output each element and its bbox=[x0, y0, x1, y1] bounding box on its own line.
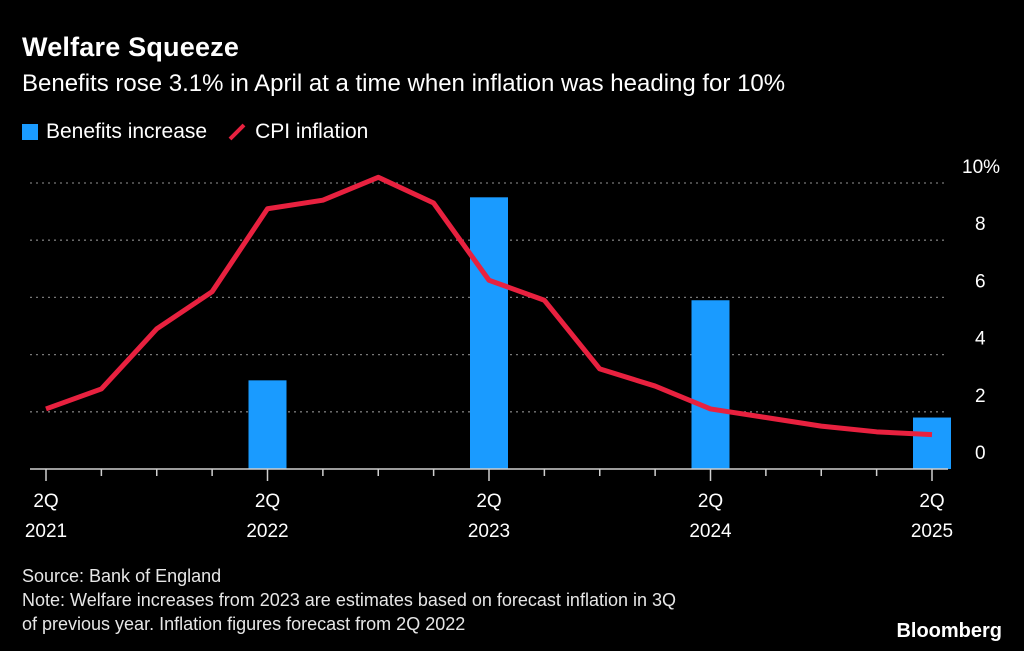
x-tick-label-quarter: 2Q bbox=[33, 491, 58, 512]
y-tick-label: 8 bbox=[975, 214, 986, 235]
footnote-line-2: of previous year. Inflation figures fore… bbox=[22, 614, 466, 634]
y-tick-label: 10% bbox=[962, 157, 1000, 178]
x-tick-labels: 2Q 2021 2Q 2022 2Q 2023 2Q 2024 2Q 2025 bbox=[25, 491, 953, 542]
x-tick-label-year: 2024 bbox=[689, 521, 732, 542]
y-tick-label: 4 bbox=[975, 329, 986, 350]
x-tick-label-year: 2022 bbox=[246, 521, 288, 542]
y-axis: 0 2 4 6 8 10% bbox=[962, 157, 1000, 464]
line-cpi-path bbox=[45, 174, 933, 438]
chart-title: Welfare Squeeze bbox=[22, 32, 240, 62]
bar-benefits bbox=[470, 197, 508, 470]
y-tick-label: 0 bbox=[975, 443, 986, 464]
y-tick-label: 2 bbox=[975, 386, 986, 407]
legend-label-cpi: CPI inflation bbox=[255, 120, 369, 143]
bar-benefits bbox=[248, 380, 287, 469]
x-tick-label-year: 2023 bbox=[468, 521, 510, 542]
x-tick-label-year: 2025 bbox=[911, 521, 953, 542]
x-tick-label-quarter: 2Q bbox=[698, 491, 723, 512]
x-tick-label-year: 2021 bbox=[25, 521, 67, 542]
x-tick-label-quarter: 2Q bbox=[919, 491, 944, 512]
x-axis bbox=[30, 468, 948, 481]
bar-benefits bbox=[913, 417, 951, 469]
chart-subtitle: Benefits rose 3.1% in April at a time wh… bbox=[22, 70, 786, 97]
source-note: Source: Bank of England bbox=[22, 566, 222, 586]
x-tick-label-quarter: 2Q bbox=[476, 491, 501, 512]
bars-benefits bbox=[248, 197, 951, 470]
y-tick-label: 6 bbox=[975, 271, 986, 292]
footnote-line-1: Note: Welfare increases from 2023 are es… bbox=[22, 590, 677, 610]
line-cpi bbox=[45, 174, 933, 438]
bloomberg-logo: Bloomberg bbox=[896, 620, 1002, 642]
legend-item-benefits: Benefits increase bbox=[22, 120, 207, 144]
legend-item-cpi: CPI inflation bbox=[227, 120, 368, 144]
x-tick-label-quarter: 2Q bbox=[255, 491, 280, 512]
footer: Source: Bank of England Note: Welfare in… bbox=[22, 564, 676, 636]
legend-label-benefits: Benefits increase bbox=[46, 120, 208, 143]
legend-line-swatch bbox=[228, 123, 246, 141]
bar-benefits bbox=[691, 300, 730, 469]
legend: Benefits increase CPI inflation bbox=[22, 120, 388, 144]
legend-bar-swatch bbox=[22, 124, 38, 140]
